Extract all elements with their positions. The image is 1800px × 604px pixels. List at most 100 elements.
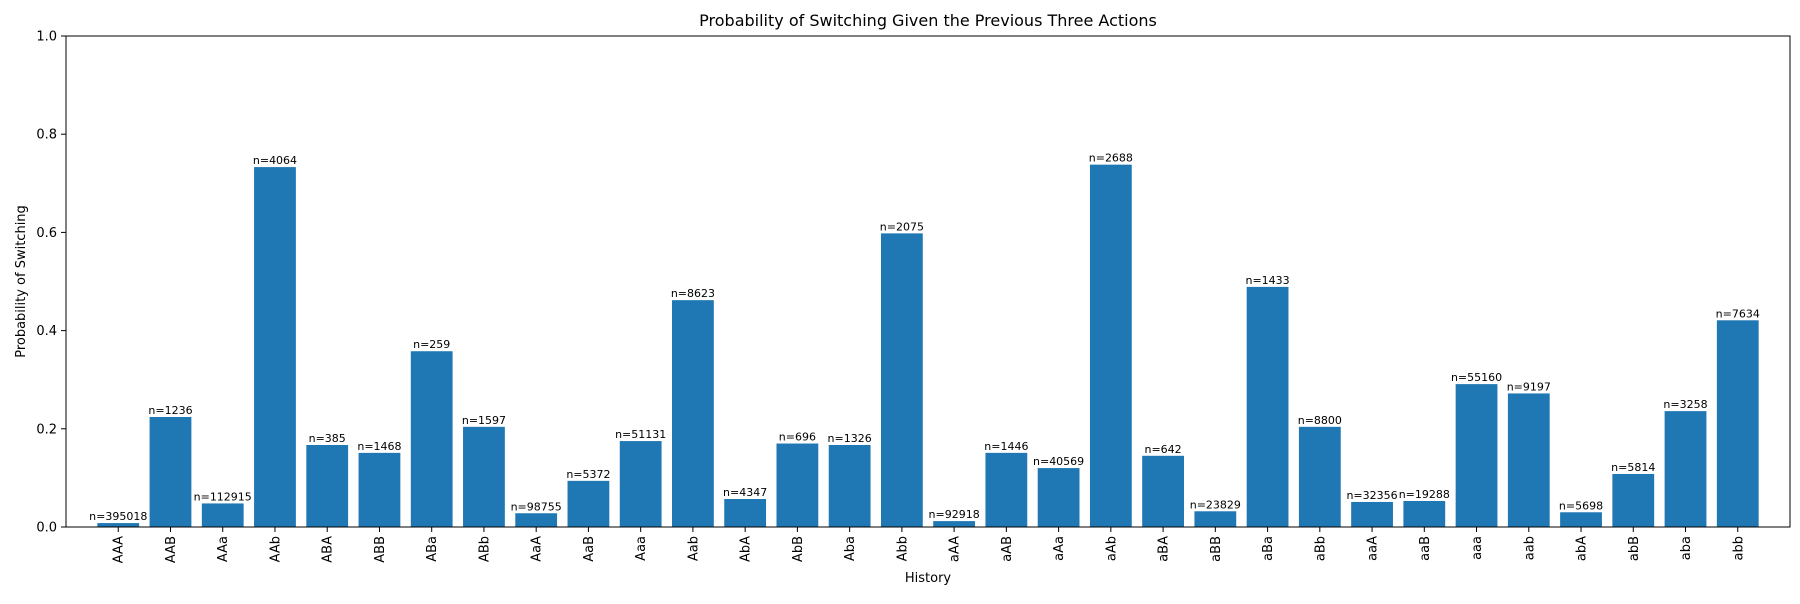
bar-AbB bbox=[776, 443, 819, 527]
bar-AAA bbox=[97, 523, 140, 527]
bars bbox=[97, 164, 1759, 528]
x-tick-label-abb: abb bbox=[1731, 536, 1746, 560]
bar-abb bbox=[1716, 320, 1759, 527]
bar-aBa bbox=[1246, 286, 1289, 527]
bar-label-Aba: n=1326 bbox=[828, 432, 872, 445]
x-tick-label-aBa: aBa bbox=[1261, 536, 1276, 561]
bar-ABa bbox=[410, 351, 453, 527]
x-axis-label: History bbox=[905, 571, 952, 586]
x-tick-label-aAa: aAa bbox=[1052, 536, 1067, 561]
bar-label-aaa: n=55160 bbox=[1451, 371, 1502, 384]
bar-abA bbox=[1560, 512, 1602, 527]
bar-ABB bbox=[358, 452, 401, 527]
bar-AbA bbox=[724, 499, 767, 527]
x-tick-label-AAB: AAB bbox=[164, 536, 179, 563]
bar-ABb bbox=[463, 426, 505, 527]
bar-label-Abb: n=2075 bbox=[880, 220, 924, 233]
bar-aBA bbox=[1142, 455, 1184, 527]
bar-label-abA: n=5698 bbox=[1559, 499, 1603, 512]
x-tick-label-aab: aab bbox=[1522, 536, 1537, 560]
bar-label-abb: n=7634 bbox=[1716, 307, 1760, 320]
bar-label-aAb: n=2688 bbox=[1089, 152, 1133, 165]
x-tick-label-aBb: aBb bbox=[1313, 536, 1328, 561]
x-tick-label-AaB: AaB bbox=[582, 536, 597, 562]
bar-label-AAb: n=4064 bbox=[253, 154, 297, 167]
x-tick-label-aaA: aaA bbox=[1366, 536, 1381, 561]
y-tick-label: 0.8 bbox=[36, 128, 57, 143]
x-tick-label-aaa: aaa bbox=[1470, 536, 1485, 560]
bar-aAA bbox=[933, 521, 976, 527]
bar-label-aaB: n=19288 bbox=[1399, 488, 1450, 501]
bar-label-ABb: n=1597 bbox=[462, 414, 506, 427]
x-tick-label-aba: aba bbox=[1679, 536, 1694, 560]
bar-aAb bbox=[1089, 164, 1132, 527]
bar-AAb bbox=[254, 167, 296, 528]
x-tick-label-ABA: ABA bbox=[321, 536, 336, 563]
bar-label-Aaa: n=51131 bbox=[615, 428, 666, 441]
x-tick-label-abB: abB bbox=[1627, 536, 1642, 561]
bar-ABA bbox=[306, 445, 349, 527]
y-tick-label: 0.0 bbox=[36, 521, 57, 536]
bar-aaA bbox=[1351, 501, 1393, 527]
x-tick-label-Abb: Abb bbox=[895, 536, 910, 561]
x-tick-label-Aba: Aba bbox=[843, 536, 858, 561]
bar-label-AbA: n=4347 bbox=[723, 486, 767, 499]
bar-abB bbox=[1612, 473, 1655, 527]
x-tick-label-AaA: AaA bbox=[530, 536, 545, 562]
bar-AaB bbox=[567, 480, 610, 527]
bar-AAB bbox=[149, 417, 192, 527]
y-axis-label: Probability of Switching bbox=[14, 205, 29, 358]
bar-aaa bbox=[1455, 384, 1498, 527]
bar-label-AaA: n=98755 bbox=[511, 500, 562, 513]
bar-Abb bbox=[880, 233, 923, 527]
bar-AAa bbox=[201, 503, 244, 527]
bar-label-aAA: n=92918 bbox=[929, 508, 980, 521]
bar-aAB bbox=[985, 452, 1028, 527]
y-tick-label: 0.2 bbox=[36, 422, 57, 437]
x-tick-label-ABb: ABb bbox=[477, 536, 492, 562]
x-tick-label-AAA: AAA bbox=[112, 536, 127, 564]
x-tick-label-ABa: ABa bbox=[425, 536, 440, 562]
bar-label-AbB: n=696 bbox=[779, 431, 816, 444]
x-tick-label-ABB: ABB bbox=[373, 536, 388, 563]
x-axis: AAA AAB AAa AAb ABA ABB ABa ABb AaA AaB Aaa Aab AbA A… bbox=[112, 527, 1746, 564]
bar-Aaa bbox=[619, 441, 662, 527]
bar-label-Aab: n=8623 bbox=[671, 287, 715, 300]
x-tick-label-aBA: aBA bbox=[1157, 536, 1172, 562]
bar-aab bbox=[1507, 393, 1550, 527]
bar-label-aab: n=9197 bbox=[1507, 380, 1551, 393]
x-tick-label-Aaa: Aaa bbox=[634, 536, 649, 561]
chart-title: Probability of Switching Given the Previ… bbox=[699, 11, 1157, 30]
bar-label-aBA: n=642 bbox=[1144, 443, 1181, 456]
x-tick-label-aBB: aBB bbox=[1209, 536, 1224, 562]
x-tick-label-abA: abA bbox=[1575, 536, 1590, 561]
bar-aAa bbox=[1037, 468, 1080, 527]
bar-Aba bbox=[828, 445, 871, 527]
bar-label-aAB: n=1446 bbox=[984, 440, 1028, 453]
x-tick-label-Aab: Aab bbox=[686, 536, 701, 561]
y-tick-label: 0.6 bbox=[36, 226, 57, 241]
bar-label-AAB: n=1236 bbox=[148, 404, 192, 417]
x-tick-label-aAB: aAB bbox=[1000, 536, 1015, 562]
y-tick-label: 0.4 bbox=[36, 324, 57, 339]
bar-label-aaA: n=32356 bbox=[1346, 489, 1397, 502]
plot-frame bbox=[65, 35, 1791, 528]
bar-label-aAa: n=40569 bbox=[1033, 455, 1084, 468]
bar-label-AAA: n=395018 bbox=[89, 510, 147, 523]
y-tick-label: 1.0 bbox=[36, 30, 57, 45]
bar-label-aBb: n=8800 bbox=[1298, 414, 1342, 427]
x-tick-label-AAa: AAa bbox=[216, 536, 231, 562]
bar-aba bbox=[1664, 411, 1707, 527]
bar-label-aBB: n=23829 bbox=[1190, 498, 1241, 511]
bar-aBb bbox=[1298, 426, 1341, 527]
bar-AaA bbox=[515, 513, 558, 527]
x-tick-label-AAb: AAb bbox=[268, 536, 283, 562]
bar-label-AaB: n=5372 bbox=[566, 468, 610, 481]
bar-label-ABa: n=259 bbox=[413, 338, 450, 351]
bar-label-AAa: n=112915 bbox=[194, 490, 252, 503]
x-tick-label-aAA: aAA bbox=[948, 536, 963, 562]
bar-label-ABB: n=1468 bbox=[357, 440, 401, 453]
y-axis: 0.0 0.2 0.4 0.6 0.8 1.0 bbox=[36, 30, 66, 536]
